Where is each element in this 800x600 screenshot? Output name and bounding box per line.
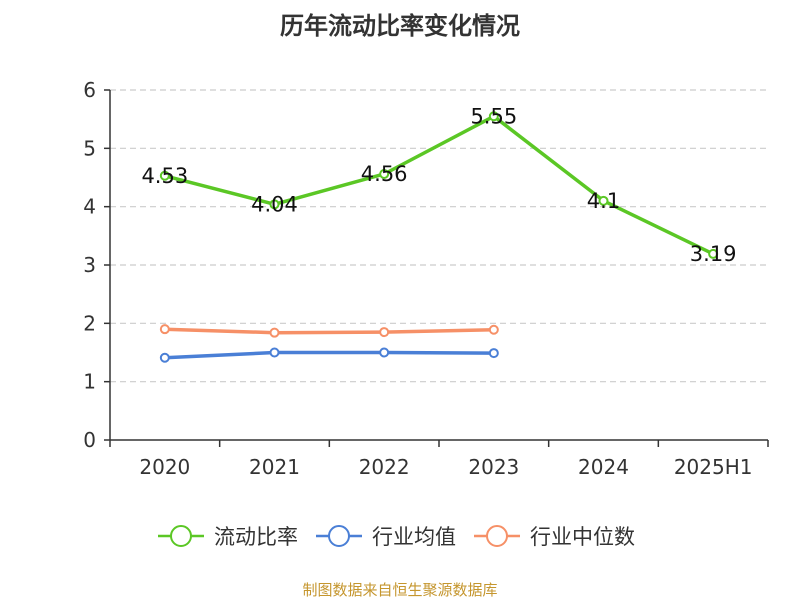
legend-item-0: 流动比率: [158, 525, 298, 549]
x-tick-label: 2023: [468, 455, 519, 479]
data-point: [269, 199, 280, 210]
data-point: [379, 347, 390, 358]
legend-item-2: 行业中位数: [474, 525, 635, 549]
data-point: [708, 248, 719, 259]
legend-marker: [170, 525, 192, 547]
data-point: [159, 170, 170, 181]
data-point: [379, 327, 390, 338]
x-tick-label: 2022: [359, 455, 410, 479]
axes: 0 1 2 3 4 5 6 2020 2021 2022 2023 2024 2025H1: [83, 78, 769, 479]
y-tick-label: 3: [83, 253, 96, 277]
y-tick-label: 5: [83, 136, 96, 160]
data-point: [269, 327, 280, 338]
series-line-1: [164, 350, 494, 360]
x-tick-label: 2020: [139, 455, 190, 479]
data-label: 5.55: [470, 104, 517, 128]
legend-label: 流动比率: [214, 525, 298, 549]
data-label: 3.19: [690, 242, 737, 266]
source-note: 制图数据来自恒生聚源数据库: [302, 581, 498, 599]
chart-title: 历年流动比率变化情况: [280, 12, 520, 40]
y-tick-label: 4: [83, 195, 96, 219]
legend-label: 行业均值: [372, 525, 456, 549]
data-point: [488, 348, 499, 359]
data-label: 4.1: [587, 189, 620, 213]
data-point: [598, 195, 609, 206]
grid-lines: [110, 89, 768, 383]
data-point: [488, 111, 499, 122]
data-point: [488, 324, 499, 335]
data-labels: 4.53 4.04 4.56 5.55 4.1 3.19: [141, 104, 736, 266]
data-point: [159, 324, 170, 335]
data-label: 4.53: [141, 164, 188, 188]
series-line-0: [164, 114, 714, 256]
series-lines: [159, 111, 719, 363]
legend: 流动比率 行业均值 行业中位数: [158, 525, 635, 549]
legend-marker: [328, 525, 350, 547]
x-tick-label: 2025H1: [674, 455, 753, 479]
series-line-2: [164, 327, 494, 335]
legend-marker: [486, 525, 508, 547]
y-tick-label: 6: [83, 78, 96, 102]
data-point: [379, 169, 390, 179]
y-tick-label: 0: [83, 428, 96, 452]
data-point: [159, 352, 170, 363]
y-tick-label: 1: [83, 370, 96, 394]
y-tick-label: 2: [83, 311, 96, 335]
x-tick-label: 2021: [249, 455, 300, 479]
legend-label: 行业中位数: [530, 525, 635, 549]
data-point: [269, 347, 280, 358]
data-label: 4.04: [251, 192, 298, 216]
x-tick-label: 2024: [578, 455, 629, 479]
legend-item-1: 行业均值: [316, 525, 456, 549]
data-label: 4.56: [361, 162, 408, 186]
